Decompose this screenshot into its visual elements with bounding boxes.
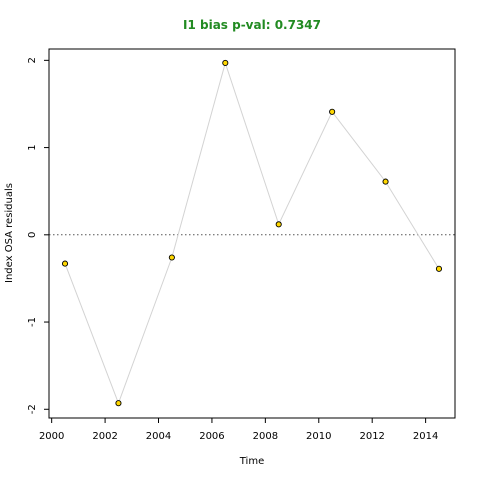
data-point	[382, 178, 389, 185]
data-point	[222, 59, 229, 67]
y-tick-label: -1	[27, 317, 38, 327]
x-tick-label: 2012	[359, 431, 384, 442]
x-tick-label: 2008	[253, 431, 278, 442]
data-point	[275, 221, 282, 228]
x-tick-label: 2002	[92, 431, 117, 442]
plot-frame	[48, 48, 456, 419]
y-tick-label: 2	[27, 57, 38, 63]
y-axis-label: Index OSA residuals	[4, 183, 15, 283]
y-axis: -2 -1 0 1 2	[27, 57, 49, 414]
x-tick-label: 2006	[199, 431, 224, 442]
x-tick-label: 2010	[306, 431, 331, 442]
x-axis: 2000 2002 2004 2006 2008 2010 2012 2014	[39, 418, 438, 442]
plot-area	[49, 59, 455, 407]
data-point	[329, 108, 336, 115]
x-axis-label: Time	[239, 456, 264, 467]
data-point	[435, 265, 443, 272]
x-tick-label: 2000	[39, 431, 64, 442]
chart-title: I1 bias p-val: 0.7347	[183, 18, 321, 32]
y-tick-label: 1	[27, 144, 38, 150]
data-point	[168, 254, 175, 261]
series-line	[64, 61, 440, 405]
data-point	[61, 260, 69, 267]
y-tick-label: 0	[27, 232, 38, 238]
x-tick-label: 2004	[146, 431, 171, 442]
y-tick-label: -2	[27, 404, 38, 414]
x-tick-label: 2014	[413, 431, 438, 442]
data-point	[115, 400, 122, 407]
